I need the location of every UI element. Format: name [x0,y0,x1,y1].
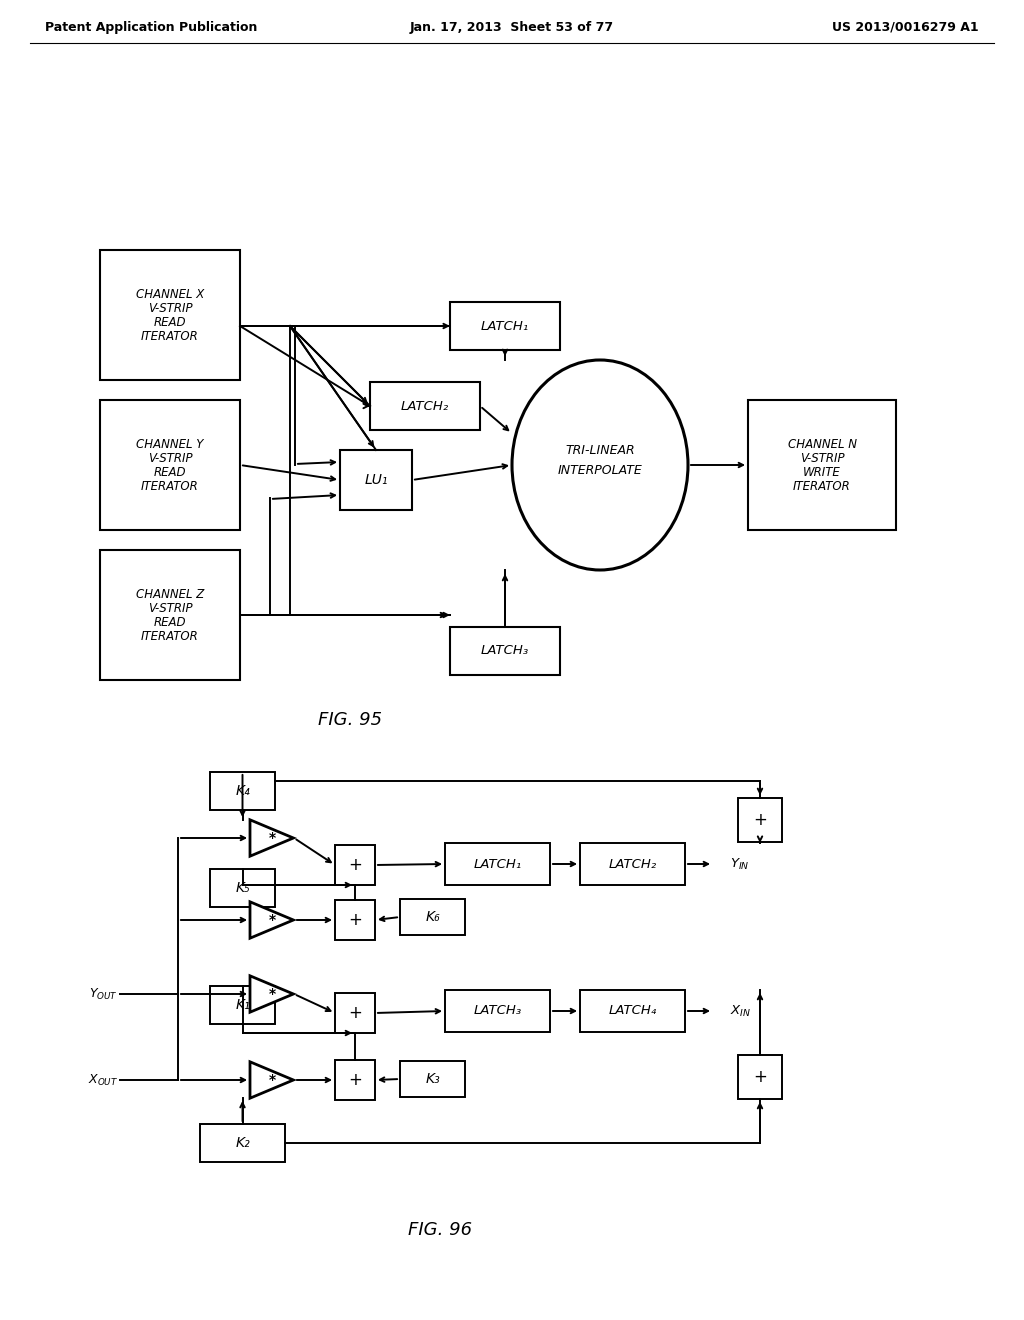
Text: FIG. 96: FIG. 96 [408,1221,472,1239]
Text: V-STRIP: V-STRIP [147,301,193,314]
Bar [100,550,240,680]
Text: ITERATOR: ITERATOR [141,630,199,643]
Text: *: * [269,913,275,927]
Bar [400,899,465,935]
Text: CHANNEL X: CHANNEL X [136,288,204,301]
Bar [100,249,240,380]
Text: K₄: K₄ [236,784,250,799]
Text: K₁: K₁ [236,998,250,1012]
Text: $Y_{IN}$: $Y_{IN}$ [730,857,750,871]
Text: +: + [348,1005,361,1022]
Bar [335,845,375,884]
Text: FIG. 95: FIG. 95 [317,711,382,729]
Text: V-STRIP: V-STRIP [800,451,845,465]
Bar [200,1125,285,1162]
Polygon shape [250,820,294,857]
Bar [400,1061,465,1097]
Text: +: + [753,810,767,829]
Text: CHANNEL N: CHANNEL N [787,437,856,450]
Text: CHANNEL Z: CHANNEL Z [136,587,204,601]
Bar [738,1055,782,1100]
Bar [210,772,275,810]
Text: READ: READ [154,315,186,329]
Text: $X_{OUT}$: $X_{OUT}$ [88,1072,118,1088]
Ellipse shape [512,360,688,570]
Text: READ: READ [154,466,186,479]
Text: $Y_{OUT}$: $Y_{OUT}$ [89,986,118,1002]
Text: *: * [269,1073,275,1086]
Text: K₃: K₃ [425,1072,440,1086]
Text: Patent Application Publication: Patent Application Publication [45,21,257,33]
Text: LATCH₄: LATCH₄ [608,1005,656,1018]
Bar [450,302,560,350]
Bar [100,400,240,531]
Text: LATCH₁: LATCH₁ [481,319,529,333]
Text: +: + [348,855,361,874]
Bar [450,627,560,675]
Bar [210,869,275,907]
Text: INTERPOLATE: INTERPOLATE [558,463,642,477]
Text: V-STRIP: V-STRIP [147,451,193,465]
Text: ITERATOR: ITERATOR [794,479,851,492]
Text: TRI-LINEAR: TRI-LINEAR [565,445,635,458]
Text: LATCH₃: LATCH₃ [473,1005,521,1018]
Bar [335,993,375,1034]
Text: Jan. 17, 2013  Sheet 53 of 77: Jan. 17, 2013 Sheet 53 of 77 [410,21,614,33]
Text: *: * [269,832,275,845]
Text: $X_{IN}$: $X_{IN}$ [730,1003,751,1019]
Text: K₆: K₆ [425,909,440,924]
Bar [335,1060,375,1100]
Text: K₂: K₂ [236,1137,250,1150]
Polygon shape [250,1061,294,1098]
Bar [580,990,685,1032]
Bar [445,843,550,884]
Bar [748,400,896,531]
Text: +: + [348,1071,361,1089]
Bar [580,843,685,884]
Polygon shape [250,902,294,939]
Bar [335,900,375,940]
Text: LU₁: LU₁ [365,473,388,487]
Text: ITERATOR: ITERATOR [141,330,199,342]
Text: K₅: K₅ [236,880,250,895]
Text: V-STRIP: V-STRIP [147,602,193,615]
Text: WRITE: WRITE [803,466,841,479]
Text: ITERATOR: ITERATOR [141,479,199,492]
Text: +: + [753,1068,767,1086]
Bar [738,799,782,842]
Bar [445,990,550,1032]
Text: *: * [269,987,275,1001]
Text: LATCH₂: LATCH₂ [608,858,656,870]
Bar [210,986,275,1024]
Text: READ: READ [154,615,186,628]
Text: LATCH₁: LATCH₁ [473,858,521,870]
Bar [340,450,412,510]
Bar [370,381,480,430]
Text: +: + [348,911,361,929]
Text: LATCH₂: LATCH₂ [400,400,450,412]
Text: LATCH₃: LATCH₃ [481,644,529,657]
Text: US 2013/0016279 A1: US 2013/0016279 A1 [833,21,979,33]
Polygon shape [250,975,294,1012]
Text: CHANNEL Y: CHANNEL Y [136,437,204,450]
